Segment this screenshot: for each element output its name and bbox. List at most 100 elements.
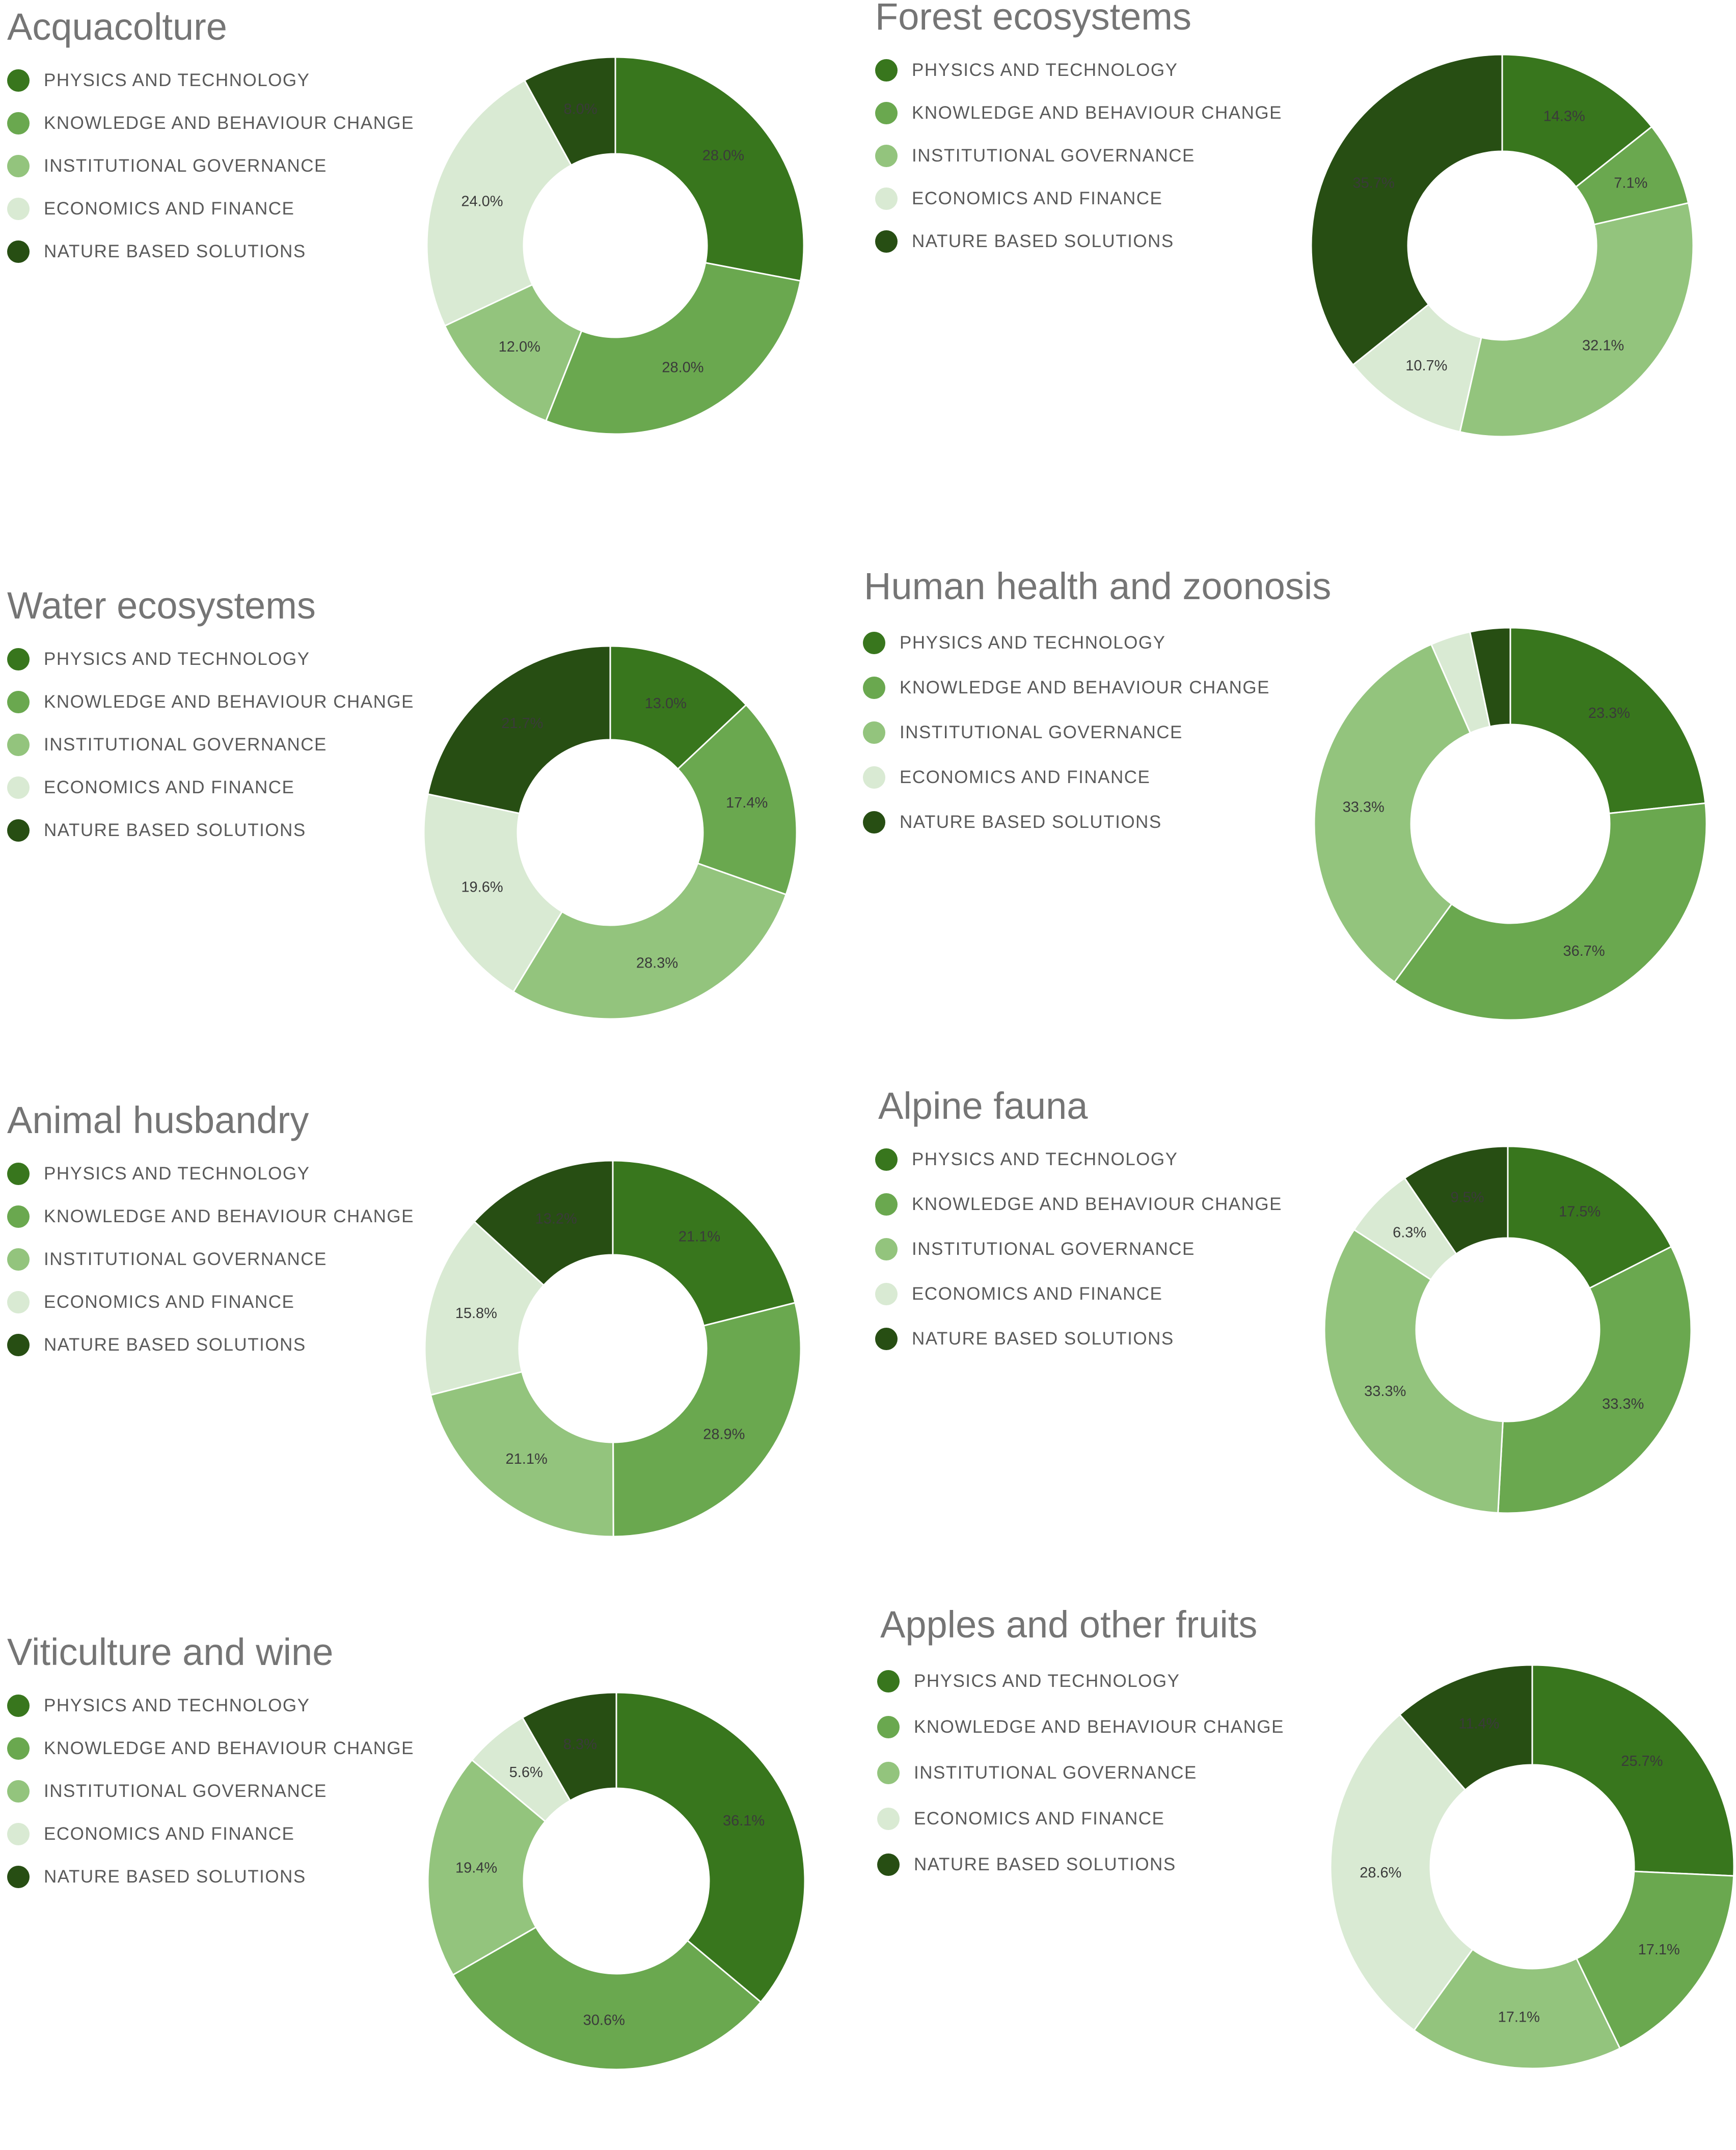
legend-swatch bbox=[875, 187, 898, 210]
slice-value-label: 33.3% bbox=[1343, 799, 1385, 815]
slice-value-label: 21.7% bbox=[501, 715, 543, 732]
legend-swatch bbox=[875, 102, 898, 124]
legend-swatch bbox=[7, 1334, 30, 1356]
slice-value-label: 21.1% bbox=[679, 1229, 720, 1245]
legend-swatch bbox=[877, 1808, 900, 1830]
legend-swatch bbox=[7, 198, 30, 220]
legend-swatch bbox=[7, 1291, 30, 1313]
chart-panel-alpine-fauna: Alpine fauna PHYSICS AND TECHNOLOGY KNOW… bbox=[868, 1085, 1736, 1604]
legend-swatch bbox=[7, 155, 30, 177]
legend-label: INSTITUTIONAL GOVERNANCE bbox=[44, 735, 327, 755]
donut-slice bbox=[609, 645, 747, 770]
legend-label: KNOWLEDGE AND BEHAVIOUR CHANGE bbox=[44, 692, 414, 712]
legend-label: PHYSICS AND TECHNOLOGY bbox=[44, 70, 310, 90]
legend-swatch bbox=[7, 819, 30, 842]
donut-slice bbox=[512, 862, 788, 1020]
donut-slice bbox=[1323, 1228, 1504, 1514]
legend-label: INSTITUTIONAL GOVERNANCE bbox=[912, 1239, 1195, 1259]
slice-value-label: 9.5% bbox=[1450, 1190, 1484, 1206]
slice-value-label: 17.1% bbox=[1498, 2009, 1540, 2026]
legend-label: NATURE BASED SOLUTIONS bbox=[44, 1335, 306, 1355]
legend-label: PHYSICS AND TECHNOLOGY bbox=[44, 1696, 310, 1715]
slice-value-label: 17.1% bbox=[1638, 1942, 1680, 1958]
legend-swatch bbox=[7, 1823, 30, 1845]
slice-value-label: 25.7% bbox=[1621, 1753, 1663, 1769]
legend-swatch bbox=[875, 1328, 898, 1350]
chart-title: Viticulture and wine bbox=[7, 1631, 334, 1673]
legend-label: PHYSICS AND TECHNOLOGY bbox=[900, 633, 1166, 653]
legend-label: NATURE BASED SOLUTIONS bbox=[912, 1329, 1174, 1349]
slice-value-label: 33.3% bbox=[1602, 1396, 1644, 1412]
legend-label: KNOWLEDGE AND BEHAVIOUR CHANGE bbox=[912, 103, 1282, 123]
donut-slice bbox=[429, 1370, 614, 1538]
donut-slice bbox=[473, 1160, 614, 1286]
donut-slice bbox=[1575, 1870, 1735, 2050]
slice-value-label: 13.2% bbox=[535, 1211, 577, 1227]
legend-label: ECONOMICS AND FINANCE bbox=[912, 189, 1163, 208]
donut-slice bbox=[1509, 627, 1706, 815]
legend-swatch bbox=[7, 734, 30, 756]
legend-swatch bbox=[875, 1193, 898, 1216]
legend-label: NATURE BASED SOLUTIONS bbox=[44, 820, 306, 840]
slice-value-label: 33.3% bbox=[1364, 1383, 1406, 1400]
chart-title: Human health and zoonosis bbox=[864, 565, 1332, 607]
slice-value-label: 36.7% bbox=[1563, 943, 1605, 959]
legend-swatch bbox=[863, 721, 885, 744]
chart-panel-forest-ecosystems: Forest ecosystems PHYSICS AND TECHNOLOGY… bbox=[868, 0, 1736, 515]
legend-swatch bbox=[7, 691, 30, 713]
donut-slice bbox=[612, 1160, 796, 1327]
slice-value-label: 28.0% bbox=[702, 147, 744, 164]
donut-chart: 13.0% 17.4% 28.3% 19.6% 21.7% bbox=[423, 645, 798, 1020]
slice-value-label: 17.4% bbox=[726, 795, 768, 811]
donut-slice bbox=[1459, 202, 1694, 438]
legend-label: PHYSICS AND TECHNOLOGY bbox=[914, 1671, 1180, 1691]
chart-panel-animal-husbandry: Animal husbandry PHYSICS AND TECHNOLOGY … bbox=[0, 1099, 868, 1618]
legend-swatch bbox=[877, 1853, 900, 1876]
donut-slice bbox=[1330, 1713, 1474, 2032]
legend-label: NATURE BASED SOLUTIONS bbox=[900, 812, 1162, 832]
slice-value-label: 11.4% bbox=[1458, 1716, 1499, 1732]
donut-slice bbox=[1469, 627, 1511, 728]
donut-slice bbox=[427, 645, 611, 815]
legend-label: KNOWLEDGE AND BEHAVIOUR CHANGE bbox=[44, 113, 414, 133]
chart-panel-water-ecosystems: Water ecosystems PHYSICS AND TECHNOLOGY … bbox=[0, 585, 868, 1104]
slice-value-label: 13.0% bbox=[645, 695, 687, 712]
donut-slice bbox=[615, 1691, 806, 2003]
legend-swatch bbox=[875, 145, 898, 167]
legend-swatch bbox=[7, 69, 30, 92]
slice-value-label: 32.1% bbox=[1582, 337, 1624, 354]
donut-slice bbox=[1413, 1948, 1621, 2070]
legend-swatch bbox=[877, 1716, 900, 1738]
legend-swatch bbox=[7, 1163, 30, 1185]
chart-title: Apples and other fruits bbox=[880, 1603, 1258, 1646]
legend-swatch bbox=[875, 1148, 898, 1171]
legend-swatch bbox=[7, 1248, 30, 1271]
chart-panel-acquacolture: Acquacolture PHYSICS AND TECHNOLOGY KNOW… bbox=[0, 6, 868, 525]
donut-slice bbox=[676, 704, 798, 896]
slice-value-label: 5.6% bbox=[509, 1764, 543, 1781]
donut-slice bbox=[1507, 1145, 1672, 1289]
chart-panel-viticulture-and-wine: Viticulture and wine PHYSICS AND TECHNOL… bbox=[0, 1631, 868, 2150]
legend-label: KNOWLEDGE AND BEHAVIOUR CHANGE bbox=[900, 678, 1270, 697]
donut-chart: 14.3% 7.1% 32.1% 10.7% 35.7% bbox=[1310, 53, 1694, 438]
legend-label: ECONOMICS AND FINANCE bbox=[44, 199, 295, 219]
chart-title: Acquacolture bbox=[7, 6, 227, 48]
legend-swatch bbox=[7, 648, 30, 670]
legend-swatch bbox=[877, 1762, 900, 1784]
legend-label: INSTITUTIONAL GOVERNANCE bbox=[44, 1781, 327, 1801]
donut-chart: 17.5% 33.3% 33.3% 6.3% 9.5% bbox=[1323, 1145, 1692, 1514]
slice-value-label: 10.7% bbox=[1405, 358, 1447, 374]
donut-slice bbox=[426, 79, 573, 327]
slice-value-label: 35.7% bbox=[1353, 175, 1395, 191]
legend-label: PHYSICS AND TECHNOLOGY bbox=[912, 1149, 1178, 1169]
donut-chart: 25.7% 17.1% 17.1% 28.6% 11.4% bbox=[1330, 1664, 1735, 2070]
slice-value-label: 8.0% bbox=[564, 101, 598, 117]
legend-swatch bbox=[863, 766, 885, 789]
legend-swatch bbox=[875, 230, 898, 253]
legend-swatch bbox=[7, 1737, 30, 1760]
legend-label: PHYSICS AND TECHNOLOGY bbox=[44, 649, 310, 669]
donut-slice bbox=[1531, 1664, 1735, 1877]
legend-label: INSTITUTIONAL GOVERNANCE bbox=[44, 1249, 327, 1269]
slice-value-label: 8.3% bbox=[563, 1736, 597, 1753]
slice-value-label: 23.3% bbox=[1588, 705, 1630, 721]
